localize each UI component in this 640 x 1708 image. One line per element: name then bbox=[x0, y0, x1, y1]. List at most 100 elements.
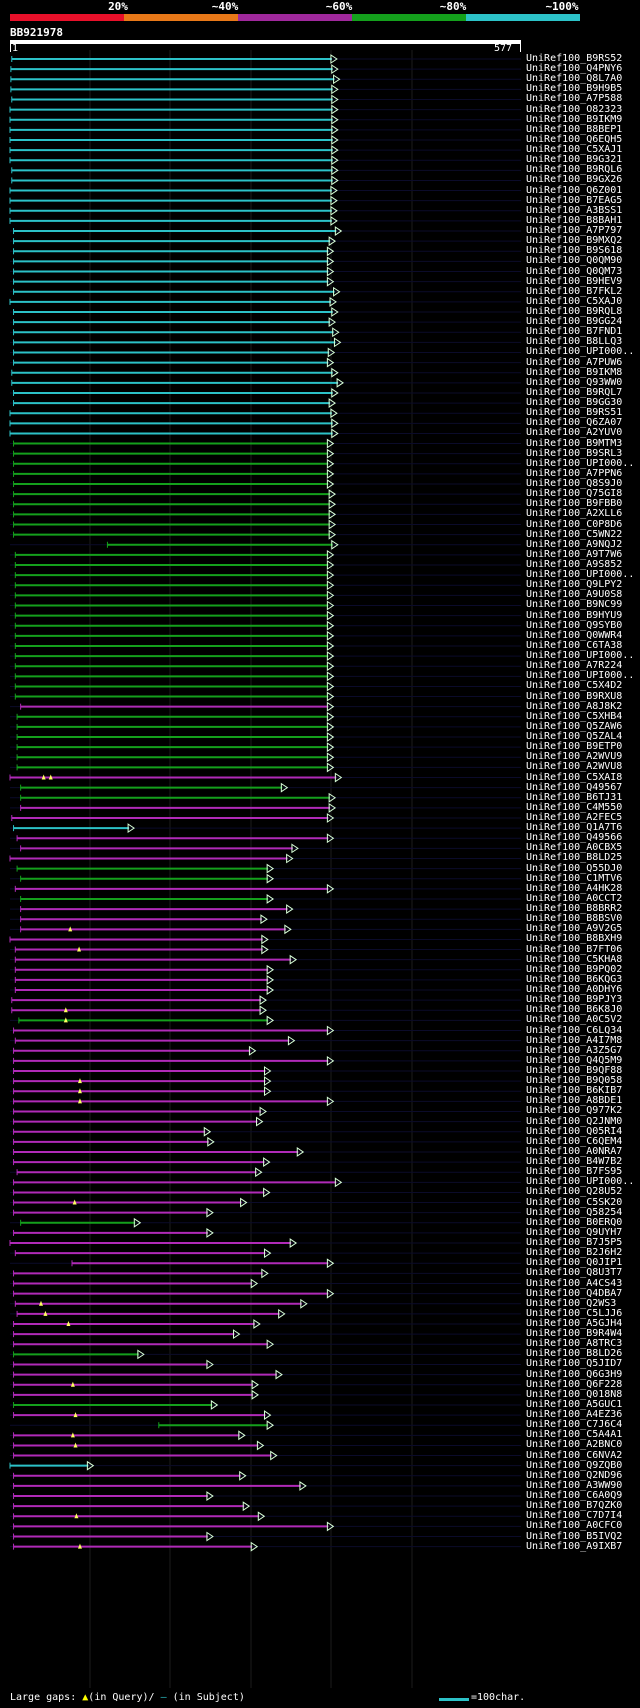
hit-label[interactable]: UniRef100_A7R224 bbox=[526, 660, 623, 672]
hit-label[interactable]: UniRef100_A7PPN6 bbox=[526, 467, 623, 479]
hit-label[interactable]: UniRef100_C5A4A1 bbox=[526, 1429, 623, 1441]
hit-label[interactable]: UniRef100_B8BSV0 bbox=[526, 913, 623, 925]
hit-label[interactable]: UniRef100_A0C5V2 bbox=[526, 1014, 623, 1026]
hit-label[interactable]: UniRef100_B9GG30 bbox=[526, 397, 623, 409]
hit-label[interactable]: UniRef100_C0P8D6 bbox=[526, 518, 623, 530]
hit-label[interactable]: UniRef100_C6TA38 bbox=[526, 639, 623, 651]
hit-label[interactable]: UniRef100_Q6G3H9 bbox=[526, 1368, 623, 1380]
hit-label[interactable]: UniRef100_A0CFC0 bbox=[526, 1520, 623, 1532]
hit-label[interactable]: UniRef100_A7P588 bbox=[526, 93, 623, 105]
hit-label[interactable]: UniRef100_B9PJY3 bbox=[526, 994, 623, 1006]
hit-label[interactable]: UniRef100_A9T7W6 bbox=[526, 548, 623, 560]
hit-label[interactable]: UniRef100_C6LQ34 bbox=[526, 1024, 623, 1036]
hit-label[interactable]: UniRef100_C4M550 bbox=[526, 801, 623, 813]
hit-label[interactable]: UniRef100_UPI000.. bbox=[526, 569, 635, 581]
hit-label[interactable]: UniRef100_Q05RI4 bbox=[526, 1125, 623, 1137]
hit-label[interactable]: UniRef100_B2J6H2 bbox=[526, 1247, 623, 1259]
hit-label[interactable]: UniRef100_Q49567 bbox=[526, 781, 623, 793]
hit-label[interactable]: UniRef100_B9RXU8 bbox=[526, 690, 623, 702]
hit-label[interactable]: UniRef100_Q6Z001 bbox=[526, 184, 623, 196]
hit-label[interactable]: UniRef100_B9GX26 bbox=[526, 174, 623, 186]
hit-label[interactable]: UniRef100_B9IKM8 bbox=[526, 366, 623, 378]
hit-label[interactable]: UniRef100_A4EZ36 bbox=[526, 1409, 623, 1421]
hit-label[interactable]: UniRef100_B9RS51 bbox=[526, 407, 623, 419]
hit-label[interactable]: UniRef100_Q5JID7 bbox=[526, 1358, 623, 1370]
hit-label[interactable]: UniRef100_A3WW90 bbox=[526, 1479, 623, 1491]
hit-label[interactable]: UniRef100_B7QZK0 bbox=[526, 1500, 623, 1512]
hit-label[interactable]: UniRef100_C5SK20 bbox=[526, 1196, 623, 1208]
hit-label[interactable]: UniRef100_A8J8K2 bbox=[526, 700, 623, 712]
hit-label[interactable]: UniRef100_B9HEV9 bbox=[526, 275, 623, 287]
hit-label[interactable]: UniRef100_B4W7B2 bbox=[526, 1156, 623, 1168]
hit-label[interactable]: UniRef100_Q4PNY6 bbox=[526, 63, 623, 75]
hit-label[interactable]: UniRef100_A0NRA7 bbox=[526, 1145, 623, 1157]
hit-label[interactable]: UniRef100_Q2WS3 bbox=[526, 1297, 617, 1309]
hit-label[interactable]: UniRef100_B5IVQ2 bbox=[526, 1530, 623, 1542]
hit-label[interactable]: UniRef100_B8BEP1 bbox=[526, 123, 623, 135]
hit-label[interactable]: UniRef100_Q9UYH7 bbox=[526, 1226, 623, 1238]
hit-label[interactable]: UniRef100_B9ETP0 bbox=[526, 741, 623, 753]
hit-label[interactable]: UniRef100_A2FEC5 bbox=[526, 812, 623, 823]
hit-label[interactable]: UniRef100_Q2JNM0 bbox=[526, 1115, 623, 1127]
hit-label[interactable]: UniRef100_A3Z5G7 bbox=[526, 1044, 623, 1056]
hit-label[interactable]: UniRef100_UPI000.. bbox=[526, 1176, 635, 1188]
hit-label[interactable]: UniRef100_B9SRL3 bbox=[526, 447, 623, 459]
hit-label[interactable]: UniRef100_C5X4D2 bbox=[526, 680, 623, 692]
hit-label[interactable]: UniRef100_C5XHB4 bbox=[526, 710, 623, 722]
hit-label[interactable]: UniRef100_A2XLL6 bbox=[526, 508, 623, 520]
hit-label[interactable]: UniRef100_A8BDE1 bbox=[526, 1095, 623, 1107]
hit-label[interactable]: UniRef100_C5XAI8 bbox=[526, 771, 623, 783]
hit-label[interactable]: UniRef100_Q58254 bbox=[526, 1206, 623, 1218]
hit-label[interactable]: UniRef100_B9FBB0 bbox=[526, 498, 623, 510]
hit-label[interactable]: UniRef100_B7FS95 bbox=[526, 1166, 623, 1178]
hit-label[interactable]: UniRef100_Q8L7A0 bbox=[526, 73, 623, 85]
hit-label[interactable]: UniRef100_C1MTV6 bbox=[526, 872, 623, 884]
hit-label[interactable]: UniRef100_A7P797 bbox=[526, 225, 623, 237]
hit-label[interactable]: UniRef100_Q93WW0 bbox=[526, 376, 623, 388]
hit-label[interactable]: UniRef100_Q5ZAW6 bbox=[526, 720, 623, 732]
hit-label[interactable]: UniRef100_UPI000.. bbox=[526, 457, 635, 469]
hit-label[interactable]: UniRef100_A8TRC3 bbox=[526, 1338, 623, 1350]
hit-label[interactable]: UniRef100_B0ERQ0 bbox=[526, 1216, 623, 1228]
hit-label[interactable]: UniRef100_B6KQG3 bbox=[526, 973, 623, 985]
hit-label[interactable]: UniRef100_Q977K2 bbox=[526, 1105, 623, 1117]
hit-label[interactable]: UniRef100_C5XAJ0 bbox=[526, 295, 623, 307]
hit-label[interactable]: UniRef100_O82323 bbox=[526, 103, 623, 115]
hit-label[interactable]: UniRef100_Q28U52 bbox=[526, 1186, 623, 1198]
hit-label[interactable]: UniRef100_B9PQ02 bbox=[526, 963, 623, 975]
hit-label[interactable]: UniRef100_B8BAH1 bbox=[526, 214, 623, 226]
hit-label[interactable]: UniRef100_B9RQL7 bbox=[526, 386, 623, 398]
hit-label[interactable]: UniRef100_B8LLQ3 bbox=[526, 336, 623, 348]
hit-label[interactable]: UniRef100_A4HK28 bbox=[526, 882, 623, 894]
hit-label[interactable]: UniRef100_C5LJJ6 bbox=[526, 1307, 623, 1319]
hit-label[interactable]: UniRef100_UPI000.. bbox=[526, 670, 635, 682]
hit-label[interactable]: UniRef100_Q0QM90 bbox=[526, 255, 623, 267]
hit-label[interactable]: UniRef100_A9V2G5 bbox=[526, 923, 623, 935]
hit-label[interactable]: UniRef100_B9GG24 bbox=[526, 316, 623, 328]
hit-label[interactable]: UniRef100_B9QF88 bbox=[526, 1065, 623, 1076]
hit-label[interactable]: UniRef100_B8LD25 bbox=[526, 852, 623, 864]
hit-label[interactable]: UniRef100_UPI000.. bbox=[526, 346, 635, 358]
hit-label[interactable]: UniRef100_C6QEM4 bbox=[526, 1135, 623, 1147]
hit-label[interactable]: UniRef100_A0CCT2 bbox=[526, 892, 623, 904]
hit-label[interactable]: UniRef100_B7EAG5 bbox=[526, 194, 623, 206]
hit-label[interactable]: UniRef100_B9R4W4 bbox=[526, 1328, 623, 1340]
hit-label[interactable]: UniRef100_Q8S9J0 bbox=[526, 478, 623, 490]
hit-label[interactable]: UniRef100_A9S852 bbox=[526, 559, 623, 570]
hit-label[interactable]: UniRef100_A2YUV0 bbox=[526, 427, 623, 439]
hit-label[interactable]: UniRef100_C7J6C4 bbox=[526, 1419, 623, 1431]
hit-label[interactable]: UniRef100_C6NVA2 bbox=[526, 1449, 623, 1461]
hit-label[interactable]: UniRef100_Q4Q5M9 bbox=[526, 1054, 623, 1066]
hit-label[interactable]: UniRef100_A4CS43 bbox=[526, 1277, 623, 1289]
hit-label[interactable]: UniRef100_B9HYU9 bbox=[526, 609, 623, 621]
hit-label[interactable]: UniRef100_Q0JIP1 bbox=[526, 1257, 623, 1269]
hit-label[interactable]: UniRef100_A9U0S8 bbox=[526, 589, 623, 601]
hit-label[interactable]: UniRef100_Q5ZAL4 bbox=[526, 731, 623, 743]
hit-label[interactable]: UniRef100_B9IKM9 bbox=[526, 113, 623, 125]
hit-label[interactable]: UniRef100_A7PUW6 bbox=[526, 356, 623, 368]
hit-label[interactable]: UniRef100_B9RQL6 bbox=[526, 164, 623, 176]
hit-label[interactable]: UniRef100_B9Q058 bbox=[526, 1075, 623, 1087]
hit-label[interactable]: UniRef100_B8BRR2 bbox=[526, 903, 623, 915]
hit-label[interactable]: UniRef100_B9NC99 bbox=[526, 599, 623, 611]
hit-label[interactable]: UniRef100_C5WN22 bbox=[526, 528, 623, 540]
